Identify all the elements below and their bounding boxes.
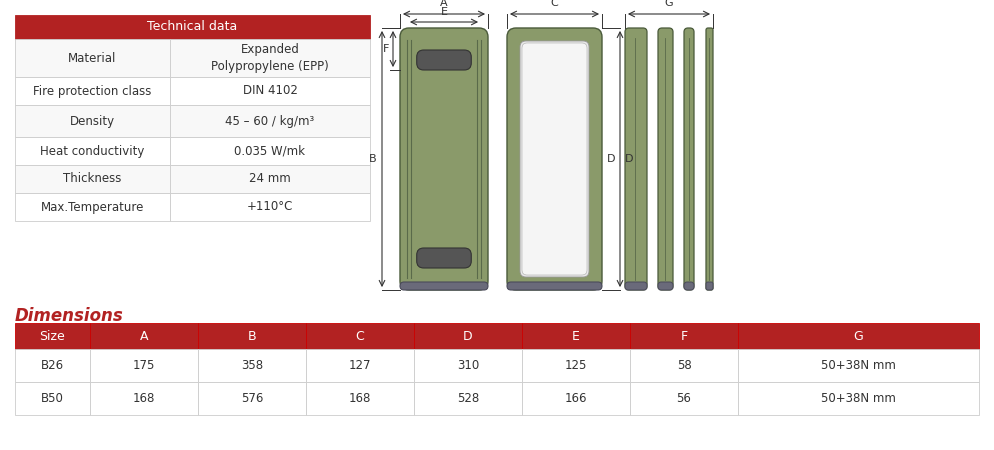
Text: 24 mm: 24 mm <box>249 172 291 185</box>
Bar <box>90 349 198 382</box>
Text: B50: B50 <box>41 392 64 405</box>
Text: Max.Temperature: Max.Temperature <box>41 201 144 213</box>
Text: 127: 127 <box>349 359 371 372</box>
Text: Fire protection class: Fire protection class <box>34 85 152 98</box>
Text: 0.035 W/mk: 0.035 W/mk <box>235 144 305 158</box>
FancyBboxPatch shape <box>684 282 694 290</box>
FancyBboxPatch shape <box>706 282 713 290</box>
FancyBboxPatch shape <box>625 282 647 290</box>
Text: F: F <box>383 44 389 54</box>
Bar <box>738 323 979 349</box>
Text: 576: 576 <box>241 392 263 405</box>
Bar <box>170 77 370 105</box>
Bar <box>15 193 170 221</box>
Bar <box>306 382 414 415</box>
Bar <box>170 137 370 165</box>
Text: Heat conductivity: Heat conductivity <box>41 144 145 158</box>
Text: 45 – 60 / kg/m³: 45 – 60 / kg/m³ <box>226 114 315 127</box>
Text: 50+38N mm: 50+38N mm <box>821 359 896 372</box>
FancyBboxPatch shape <box>658 282 673 290</box>
Text: 528: 528 <box>457 392 479 405</box>
Text: 168: 168 <box>133 392 155 405</box>
Text: Density: Density <box>70 114 115 127</box>
Bar <box>15 77 170 105</box>
FancyBboxPatch shape <box>684 28 694 290</box>
Bar <box>90 323 198 349</box>
Bar <box>170 193 370 221</box>
Text: 56: 56 <box>677 392 692 405</box>
FancyBboxPatch shape <box>520 41 589 277</box>
Bar <box>15 323 90 349</box>
Text: A: A <box>440 0 448 8</box>
Bar <box>414 382 522 415</box>
FancyBboxPatch shape <box>706 28 713 290</box>
Bar <box>630 349 738 382</box>
Text: B: B <box>370 154 377 164</box>
FancyBboxPatch shape <box>625 28 647 290</box>
Bar <box>198 323 306 349</box>
Bar <box>522 323 630 349</box>
Bar <box>306 323 414 349</box>
Text: 50+38N mm: 50+38N mm <box>821 392 896 405</box>
Bar <box>170 39 370 77</box>
Bar <box>90 382 198 415</box>
Text: B26: B26 <box>41 359 64 372</box>
FancyBboxPatch shape <box>658 28 673 290</box>
Text: Technical data: Technical data <box>147 21 238 33</box>
Bar <box>738 382 979 415</box>
Bar <box>198 382 306 415</box>
Text: E: E <box>573 329 580 342</box>
Text: 125: 125 <box>565 359 587 372</box>
Bar <box>15 382 90 415</box>
Text: G: G <box>854 329 864 342</box>
FancyBboxPatch shape <box>400 282 488 290</box>
Bar <box>170 105 370 137</box>
Text: 168: 168 <box>349 392 371 405</box>
FancyBboxPatch shape <box>416 50 471 70</box>
Bar <box>414 323 522 349</box>
Text: 358: 358 <box>241 359 263 372</box>
Text: D: D <box>463 329 473 342</box>
Bar <box>414 349 522 382</box>
Text: Dimensions: Dimensions <box>15 307 123 325</box>
Bar <box>15 105 170 137</box>
FancyBboxPatch shape <box>507 282 602 290</box>
Text: D: D <box>606 154 615 164</box>
FancyBboxPatch shape <box>507 28 602 290</box>
Text: B: B <box>248 329 256 342</box>
Text: Material: Material <box>69 51 116 64</box>
Text: D: D <box>625 154 633 164</box>
Bar <box>15 15 370 39</box>
Bar <box>738 349 979 382</box>
FancyBboxPatch shape <box>416 248 471 268</box>
Text: 310: 310 <box>457 359 479 372</box>
Bar <box>198 349 306 382</box>
Text: Expanded
Polypropylene (EPP): Expanded Polypropylene (EPP) <box>211 43 329 73</box>
Bar <box>630 382 738 415</box>
Bar <box>306 349 414 382</box>
Text: DIN 4102: DIN 4102 <box>243 85 297 98</box>
Text: 58: 58 <box>677 359 692 372</box>
Text: 175: 175 <box>133 359 155 372</box>
FancyBboxPatch shape <box>400 28 488 290</box>
Text: 166: 166 <box>565 392 587 405</box>
Bar <box>15 39 170 77</box>
Text: G: G <box>665 0 673 8</box>
Text: Size: Size <box>40 329 66 342</box>
Bar <box>15 165 170 193</box>
Bar <box>15 349 90 382</box>
Text: C: C <box>551 0 559 8</box>
Text: A: A <box>140 329 148 342</box>
Bar <box>522 349 630 382</box>
Text: F: F <box>681 329 688 342</box>
FancyBboxPatch shape <box>522 43 587 275</box>
Bar <box>170 165 370 193</box>
Bar <box>630 323 738 349</box>
Text: E: E <box>440 7 447 17</box>
Bar <box>522 382 630 415</box>
Bar <box>15 137 170 165</box>
Text: Thickness: Thickness <box>64 172 121 185</box>
Text: C: C <box>356 329 365 342</box>
Text: +110°C: +110°C <box>247 201 293 213</box>
